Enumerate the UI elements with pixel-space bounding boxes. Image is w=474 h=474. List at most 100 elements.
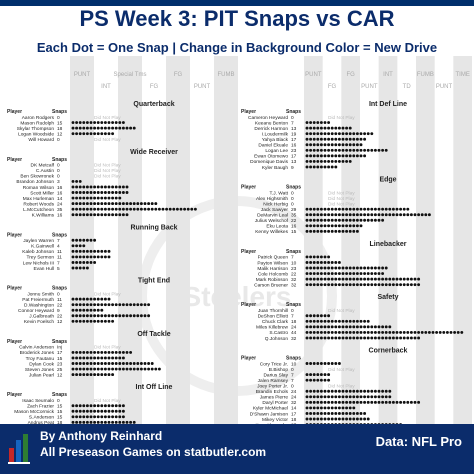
snap-dot bbox=[107, 132, 111, 136]
snap-dot bbox=[388, 325, 392, 329]
snap-dot bbox=[330, 325, 334, 329]
snap-dot bbox=[366, 389, 370, 393]
snap-dot bbox=[107, 297, 111, 301]
snap-dot bbox=[305, 213, 309, 217]
snap-dot bbox=[337, 283, 341, 287]
player-name: Kaleb Johnson bbox=[22, 249, 54, 255]
column-header-snaps: Snaps bbox=[286, 356, 301, 362]
snap-dot bbox=[107, 207, 111, 211]
snap-dot bbox=[352, 213, 356, 217]
snap-dot bbox=[341, 395, 345, 399]
snap-dot bbox=[103, 373, 107, 377]
snap-dot bbox=[312, 314, 316, 318]
snap-dot bbox=[377, 148, 381, 152]
player-name: I.Loudermilk bbox=[262, 131, 289, 137]
snap-dot bbox=[111, 350, 115, 354]
snap-dot bbox=[366, 330, 370, 334]
snap-dot bbox=[114, 409, 118, 413]
snap-dot bbox=[327, 255, 331, 259]
snap-dot bbox=[355, 412, 359, 415]
snap-dot bbox=[96, 367, 100, 371]
snap-dot bbox=[334, 229, 338, 233]
snap-dot bbox=[71, 249, 75, 253]
snap-dot bbox=[316, 406, 320, 410]
defense-drive-label: PUNT bbox=[436, 84, 453, 90]
snap-dot bbox=[334, 207, 338, 211]
defense-drive-label: TD bbox=[403, 84, 412, 90]
snap-dot bbox=[85, 356, 89, 360]
snap-dot bbox=[363, 395, 367, 399]
snap-dot bbox=[363, 266, 367, 270]
snap-dot bbox=[82, 238, 86, 242]
snap-dot bbox=[319, 406, 323, 410]
snap-dot bbox=[305, 207, 309, 211]
snap-dot bbox=[82, 121, 86, 125]
snap-dot bbox=[348, 417, 352, 421]
snap-dot bbox=[78, 415, 82, 419]
position-group-title: Int Off Line bbox=[136, 384, 173, 391]
snap-dot bbox=[345, 224, 349, 228]
snap-dot bbox=[359, 148, 363, 152]
snap-dot bbox=[111, 213, 115, 217]
snap-dot bbox=[316, 132, 320, 136]
snap-dot bbox=[348, 143, 352, 147]
snap-dot bbox=[118, 303, 122, 307]
snap-dot bbox=[359, 330, 363, 334]
snap-dot bbox=[319, 148, 323, 152]
player-snaps: 32 bbox=[291, 336, 297, 342]
snap-dot bbox=[323, 389, 327, 393]
player-name: Calvin Anderson bbox=[19, 345, 54, 351]
snap-dot bbox=[89, 213, 93, 217]
snap-dot bbox=[330, 229, 334, 233]
snap-dot bbox=[82, 126, 86, 130]
snap-dot bbox=[377, 389, 381, 393]
snap-dot bbox=[341, 283, 345, 287]
snap-dot bbox=[316, 325, 320, 329]
snap-dot bbox=[305, 336, 309, 340]
snap-dot bbox=[309, 412, 313, 415]
snap-dot bbox=[118, 202, 122, 206]
player-snaps: 14 bbox=[57, 196, 63, 202]
snap-dot bbox=[319, 213, 323, 217]
snap-dot bbox=[89, 191, 93, 194]
player-snaps: 12 bbox=[57, 131, 63, 137]
snap-dot bbox=[341, 400, 345, 404]
snap-dot bbox=[129, 362, 133, 365]
snap-dot bbox=[89, 249, 93, 253]
player-snaps: 0 bbox=[57, 168, 60, 174]
snap-dot bbox=[75, 356, 79, 360]
snap-dot bbox=[111, 314, 115, 318]
snap-dot bbox=[107, 367, 111, 371]
snap-dot bbox=[93, 415, 97, 419]
player-snaps: 0 bbox=[57, 137, 60, 143]
snap-dot bbox=[337, 159, 341, 163]
snap-dot bbox=[118, 415, 122, 419]
snap-dot bbox=[89, 255, 93, 259]
snap-dot bbox=[89, 261, 93, 264]
snap-dot bbox=[424, 213, 428, 217]
snap-dot bbox=[363, 400, 367, 404]
snap-dot bbox=[305, 373, 309, 377]
snap-dot bbox=[75, 196, 79, 200]
snap-dot bbox=[96, 297, 100, 301]
snap-dot bbox=[413, 277, 417, 281]
snap-dot bbox=[337, 395, 341, 399]
snap-dot bbox=[370, 148, 374, 152]
snap-dot bbox=[366, 218, 370, 222]
snap-dot bbox=[345, 132, 349, 136]
snap-dot bbox=[85, 319, 89, 323]
snap-dot bbox=[417, 330, 421, 334]
snap-dot bbox=[71, 238, 75, 242]
snap-dot bbox=[85, 132, 89, 136]
snap-dot bbox=[319, 330, 323, 334]
snap-dot bbox=[139, 314, 143, 318]
snap-dot bbox=[93, 191, 97, 194]
snap-dot bbox=[348, 325, 352, 329]
snap-dot bbox=[309, 154, 313, 158]
snap-dot bbox=[337, 261, 341, 264]
snap-dot bbox=[345, 272, 349, 275]
snap-dot bbox=[71, 179, 75, 183]
snap-dot bbox=[319, 207, 323, 211]
snap-dot bbox=[89, 367, 93, 371]
snap-dot bbox=[330, 277, 334, 281]
